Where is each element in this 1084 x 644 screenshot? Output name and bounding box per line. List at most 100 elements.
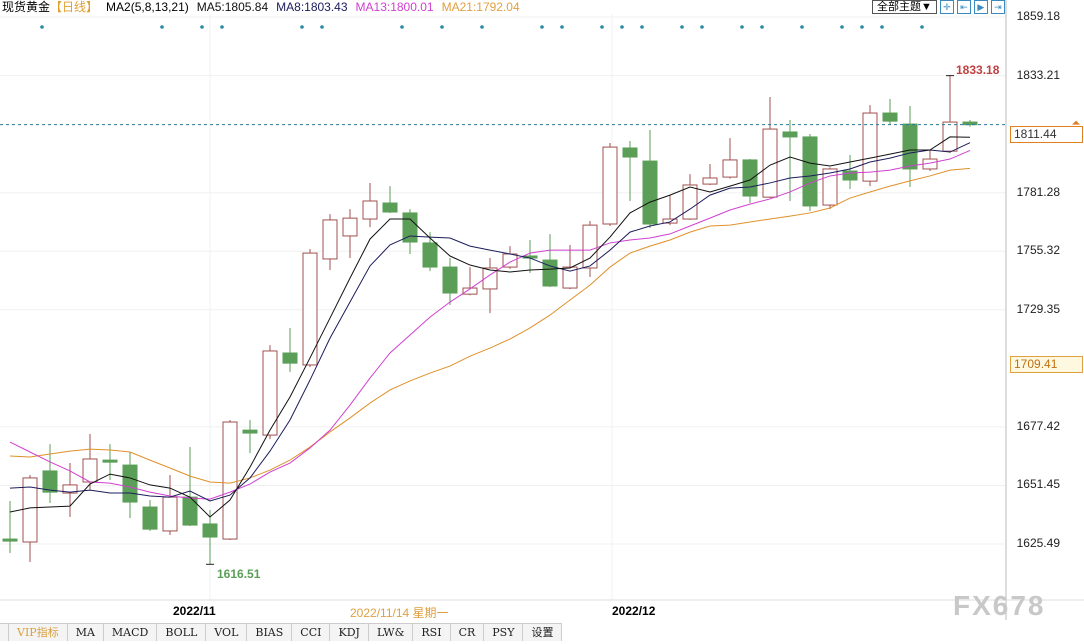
candle-up bbox=[582, 224, 598, 269]
candle-down bbox=[2, 538, 18, 542]
event-marker-dot bbox=[840, 25, 844, 29]
event-marker-dot bbox=[760, 25, 764, 29]
ma-line-ma5 bbox=[9, 136, 971, 518]
tab-boll[interactable]: BOLL bbox=[157, 624, 207, 641]
watermark-logo: FX678 bbox=[953, 590, 1046, 621]
end-icon[interactable]: ⇥ bbox=[990, 0, 1005, 14]
candle-down bbox=[402, 212, 418, 243]
event-marker-dot bbox=[540, 25, 544, 29]
candle-up bbox=[22, 477, 38, 543]
candle-down bbox=[622, 147, 638, 158]
period-label[interactable]: 【日线】 bbox=[50, 0, 99, 14]
tab-cci[interactable]: CCI bbox=[292, 624, 331, 641]
candle-up bbox=[222, 421, 238, 540]
candle-up bbox=[62, 484, 78, 494]
candle-down bbox=[122, 464, 138, 503]
price-axis-label: 1677.42 bbox=[1016, 418, 1060, 433]
candle-up bbox=[262, 350, 278, 436]
candle-up bbox=[562, 266, 578, 289]
candle-down bbox=[242, 429, 258, 434]
high-annotation: 1833.18 bbox=[956, 63, 1000, 77]
candle-down bbox=[742, 159, 758, 197]
candle-down bbox=[422, 242, 438, 268]
event-marker-dot bbox=[440, 25, 444, 29]
candle-down bbox=[802, 136, 818, 207]
candle-up bbox=[342, 217, 358, 237]
tab-macd[interactable]: MACD bbox=[104, 624, 158, 641]
event-marker-dot bbox=[880, 25, 884, 29]
indicator-name: MA2(5,8,13,21) bbox=[106, 0, 189, 14]
tab-psy[interactable]: PSY bbox=[484, 624, 524, 641]
candle-up bbox=[302, 252, 318, 366]
ma8-value: MA8:1803.43 bbox=[276, 0, 348, 14]
event-marker-dot bbox=[640, 25, 644, 29]
candle-down bbox=[882, 112, 898, 122]
current-price-arrow-icon bbox=[1072, 120, 1080, 125]
price-axis-label: 1625.49 bbox=[1016, 536, 1060, 551]
ma13-value: MA13:1800.01 bbox=[355, 0, 434, 14]
candle-up bbox=[682, 184, 698, 220]
candle-down bbox=[442, 266, 458, 294]
candle-up bbox=[762, 128, 778, 198]
theme-dropdown[interactable]: 全部主题▼ bbox=[872, 0, 937, 14]
crosshair-icon[interactable]: ✛ bbox=[939, 0, 954, 14]
candle-down bbox=[902, 123, 918, 170]
event-marker-dot bbox=[400, 25, 404, 29]
event-marker-dot bbox=[560, 25, 564, 29]
event-marker-dot bbox=[860, 25, 864, 29]
event-marker-dot bbox=[680, 25, 684, 29]
event-marker-dot bbox=[220, 25, 224, 29]
price-axis-label: 1781.28 bbox=[1016, 184, 1060, 199]
candle-up bbox=[362, 200, 378, 220]
tab-kdj[interactable]: KDJ bbox=[330, 624, 369, 641]
event-marker-dot bbox=[600, 25, 604, 29]
candle-down bbox=[142, 506, 158, 530]
price-axis-label: 1833.21 bbox=[1016, 67, 1060, 82]
date-label-nov: 2022/11 bbox=[173, 604, 216, 618]
candle-up bbox=[662, 218, 678, 224]
date-label-dec: 2022/12 bbox=[612, 604, 656, 618]
ma-line-ma8 bbox=[9, 142, 971, 502]
event-marker-dot bbox=[160, 25, 164, 29]
tab-left-partial[interactable] bbox=[0, 624, 9, 641]
candle-up bbox=[322, 219, 338, 260]
cursor-date-label: 2022/11/14 星期一 bbox=[350, 606, 449, 620]
event-marker-dot bbox=[320, 25, 324, 29]
marker-price-box: 1709.41 bbox=[1010, 356, 1083, 373]
ma-line-ma21 bbox=[9, 167, 971, 484]
candle-down bbox=[102, 459, 118, 463]
event-marker-dot bbox=[40, 25, 44, 29]
tab-bias[interactable]: BIAS bbox=[247, 624, 293, 641]
event-marker-dot bbox=[740, 25, 744, 29]
candle-down bbox=[962, 121, 978, 126]
event-marker-dot bbox=[800, 25, 804, 29]
tab-settings[interactable]: 设置 bbox=[523, 624, 563, 641]
candle-up bbox=[862, 112, 878, 182]
instrument-name: 现货黄金 bbox=[2, 0, 51, 14]
candle-up bbox=[722, 159, 738, 178]
current-price-box: 1811.44 bbox=[1010, 126, 1083, 143]
event-marker-dot bbox=[200, 25, 204, 29]
candlestick-chart[interactable] bbox=[0, 0, 1084, 620]
price-axis-label: 1755.32 bbox=[1016, 243, 1060, 258]
zoom-range-icon[interactable]: ⇤ bbox=[956, 0, 971, 14]
candle-up bbox=[602, 146, 618, 225]
price-axis-label: 1729.35 bbox=[1016, 301, 1060, 316]
tab-cr[interactable]: CR bbox=[451, 624, 485, 641]
chart-header: 现货黄金 【日线】 MA2(5,8,13,21) MA5:1805.84 MA8… bbox=[2, 0, 520, 14]
low-annotation: 1616.51 bbox=[217, 567, 261, 581]
indicator-tabs: VIP指标 MA MACD BOLL VOL BIAS CCI KDJ LW& … bbox=[0, 623, 563, 641]
candle-up bbox=[822, 168, 838, 206]
price-axis-label: 1859.18 bbox=[1016, 9, 1060, 23]
candle-down bbox=[842, 170, 858, 181]
tab-vol[interactable]: VOL bbox=[206, 624, 248, 641]
tab-lw[interactable]: LW& bbox=[369, 624, 414, 641]
ma21-value: MA21:1792.04 bbox=[441, 0, 520, 14]
play-icon[interactable]: ▶ bbox=[973, 0, 988, 14]
candle-down bbox=[282, 352, 298, 364]
price-axis-label: 1651.45 bbox=[1016, 477, 1060, 492]
ma-line-ma13 bbox=[9, 149, 971, 500]
tab-vip[interactable]: VIP指标 bbox=[9, 624, 68, 641]
tab-ma[interactable]: MA bbox=[68, 624, 104, 641]
tab-rsi[interactable]: RSI bbox=[413, 624, 451, 641]
